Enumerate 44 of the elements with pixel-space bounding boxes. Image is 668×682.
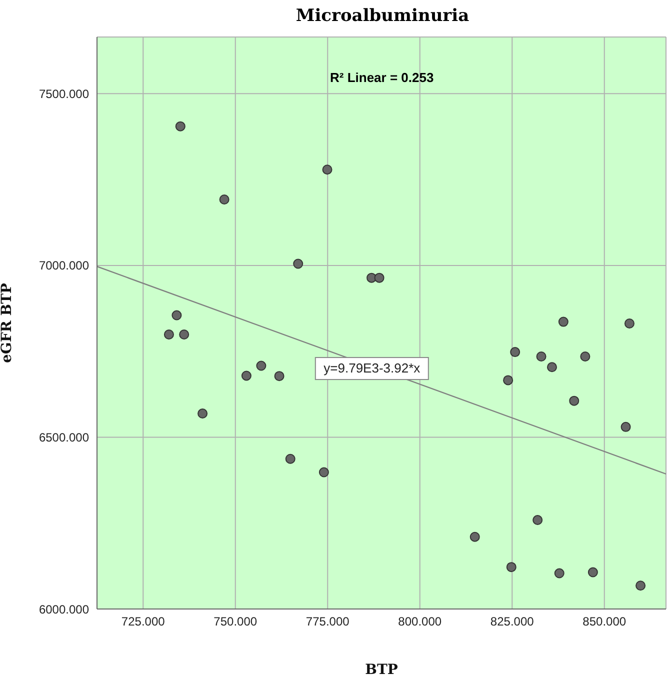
- point: [558, 316, 568, 327]
- x-tick-label: 850.000: [582, 614, 626, 629]
- point: [624, 318, 634, 329]
- point: [506, 562, 516, 572]
- point: [503, 375, 514, 386]
- y-tick-label: 6000.000: [38, 602, 90, 616]
- x-tick-label: 775.000: [306, 614, 350, 629]
- point: [274, 371, 284, 382]
- point: [175, 121, 186, 132]
- point: [285, 454, 296, 464]
- point: [293, 258, 304, 269]
- annotation: R² Linear = 0.253: [330, 70, 434, 85]
- chart-title: Microalbuminuria: [294, 6, 470, 26]
- point: [636, 580, 646, 591]
- point: [322, 164, 332, 175]
- y-axis-title: eGFR BTP: [0, 282, 15, 364]
- annotation: y=9.79E3-3.92*x: [324, 360, 421, 376]
- point: [164, 330, 174, 340]
- x-tick-label: 750.000: [214, 614, 258, 629]
- point: [532, 515, 543, 526]
- x-tick-label: 725.000: [121, 614, 166, 629]
- point: [620, 422, 631, 432]
- point: [554, 568, 564, 578]
- point: [198, 408, 208, 419]
- point: [256, 360, 266, 371]
- point: [569, 396, 580, 406]
- point: [374, 272, 384, 283]
- x-tick-label: 825.000: [490, 614, 534, 629]
- point: [580, 351, 590, 362]
- y-tick-label: 7000.000: [38, 258, 90, 273]
- point: [241, 370, 252, 381]
- x-axis-title: BTP: [365, 662, 398, 678]
- point: [172, 310, 182, 320]
- point: [546, 362, 557, 372]
- point: [179, 330, 190, 340]
- y-tick-label: 7500.000: [38, 86, 90, 101]
- point: [510, 347, 520, 358]
- point: [219, 194, 230, 204]
- x-tick-label: 800.000: [398, 614, 442, 629]
- point: [318, 467, 329, 478]
- point: [536, 351, 546, 362]
- point: [588, 567, 598, 578]
- y-tick-label: 6500.000: [38, 430, 90, 444]
- point: [470, 532, 480, 542]
